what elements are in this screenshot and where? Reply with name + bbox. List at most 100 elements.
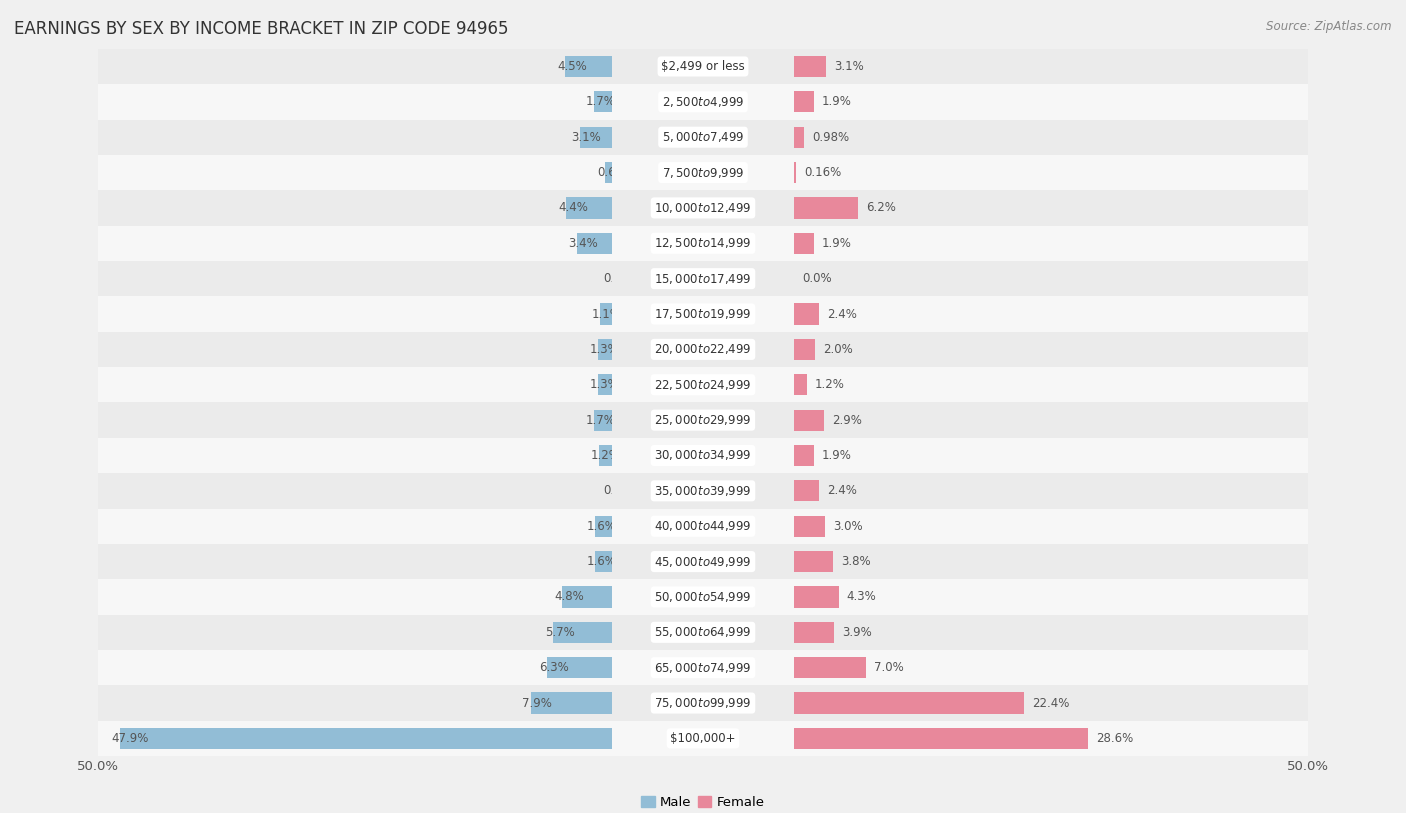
Bar bbox=[0, 544, 1406, 579]
Bar bbox=[0, 155, 1406, 190]
Text: 1.3%: 1.3% bbox=[591, 343, 620, 356]
Bar bbox=[0, 332, 1406, 367]
Text: $30,000 to $34,999: $30,000 to $34,999 bbox=[654, 449, 752, 463]
Text: 3.1%: 3.1% bbox=[572, 131, 602, 144]
Text: 1.1%: 1.1% bbox=[592, 307, 621, 320]
Bar bbox=[0, 49, 1406, 84]
Bar bbox=[0, 615, 1406, 650]
Text: 4.8%: 4.8% bbox=[554, 590, 583, 603]
Text: 6.3%: 6.3% bbox=[538, 661, 568, 674]
Text: $12,500 to $14,999: $12,500 to $14,999 bbox=[654, 237, 752, 250]
Text: EARNINGS BY SEX BY INCOME BRACKET IN ZIP CODE 94965: EARNINGS BY SEX BY INCOME BRACKET IN ZIP… bbox=[14, 20, 509, 38]
Bar bbox=[595, 91, 612, 112]
Bar bbox=[0, 544, 1406, 579]
Bar bbox=[0, 190, 1406, 226]
Bar bbox=[0, 685, 1406, 721]
Bar bbox=[0, 579, 1406, 615]
Bar bbox=[595, 551, 612, 572]
Bar bbox=[794, 480, 820, 502]
Bar bbox=[605, 162, 612, 183]
Bar bbox=[0, 332, 1406, 367]
Text: $35,000 to $39,999: $35,000 to $39,999 bbox=[654, 484, 752, 498]
Bar bbox=[0, 720, 1406, 756]
Text: 4.4%: 4.4% bbox=[558, 202, 588, 215]
Bar bbox=[0, 84, 1406, 120]
Bar bbox=[0, 402, 1406, 437]
Bar bbox=[567, 198, 612, 219]
Bar bbox=[0, 650, 1406, 685]
Text: 0.0%: 0.0% bbox=[603, 272, 633, 285]
Text: 0.16%: 0.16% bbox=[804, 166, 842, 179]
Text: 1.2%: 1.2% bbox=[591, 449, 621, 462]
Bar bbox=[0, 226, 1406, 261]
Bar bbox=[0, 84, 1406, 120]
Text: 1.2%: 1.2% bbox=[815, 378, 845, 391]
Text: 3.4%: 3.4% bbox=[568, 237, 598, 250]
Text: 6.2%: 6.2% bbox=[866, 202, 896, 215]
Bar bbox=[599, 374, 612, 395]
Text: 28.6%: 28.6% bbox=[1097, 732, 1133, 745]
Text: 0.98%: 0.98% bbox=[813, 131, 849, 144]
Text: $55,000 to $64,999: $55,000 to $64,999 bbox=[654, 625, 752, 639]
Bar bbox=[0, 367, 1406, 402]
Bar bbox=[0, 261, 1406, 297]
Bar bbox=[0, 579, 1406, 615]
Bar bbox=[599, 339, 612, 360]
Bar bbox=[595, 410, 612, 431]
Bar bbox=[0, 332, 1406, 367]
Bar bbox=[0, 155, 1406, 190]
Bar bbox=[0, 367, 1406, 402]
Bar bbox=[599, 445, 612, 466]
Bar bbox=[0, 437, 1406, 473]
Bar bbox=[0, 84, 1406, 120]
Bar bbox=[794, 198, 858, 219]
Text: $22,500 to $24,999: $22,500 to $24,999 bbox=[654, 378, 752, 392]
Bar bbox=[0, 190, 1406, 226]
Text: $17,500 to $19,999: $17,500 to $19,999 bbox=[654, 307, 752, 321]
Text: 4.3%: 4.3% bbox=[846, 590, 876, 603]
Bar bbox=[0, 720, 1406, 756]
Bar bbox=[565, 56, 612, 77]
Text: 2.4%: 2.4% bbox=[827, 485, 858, 498]
Text: 3.8%: 3.8% bbox=[842, 555, 872, 568]
Text: 47.9%: 47.9% bbox=[111, 732, 149, 745]
Text: 7.0%: 7.0% bbox=[875, 661, 904, 674]
Bar bbox=[0, 473, 1406, 509]
Bar bbox=[547, 657, 612, 678]
Bar bbox=[0, 402, 1406, 437]
Bar bbox=[794, 56, 827, 77]
Text: $7,500 to $9,999: $7,500 to $9,999 bbox=[662, 166, 744, 180]
Bar bbox=[0, 297, 1406, 332]
Text: 0.62%: 0.62% bbox=[598, 166, 634, 179]
Bar bbox=[0, 49, 1406, 84]
Text: $5,000 to $7,499: $5,000 to $7,499 bbox=[662, 130, 744, 144]
Text: 0.0%: 0.0% bbox=[603, 485, 633, 498]
Text: 1.9%: 1.9% bbox=[823, 449, 852, 462]
Bar bbox=[0, 261, 1406, 297]
Bar bbox=[0, 297, 1406, 332]
Text: $20,000 to $22,499: $20,000 to $22,499 bbox=[654, 342, 752, 356]
Bar bbox=[0, 650, 1406, 685]
Text: 22.4%: 22.4% bbox=[1032, 697, 1070, 710]
Bar bbox=[0, 49, 1406, 84]
Legend: Male, Female: Male, Female bbox=[636, 791, 770, 813]
Bar bbox=[794, 127, 804, 148]
Bar bbox=[794, 91, 814, 112]
Text: 2.0%: 2.0% bbox=[823, 343, 853, 356]
Text: $100,000+: $100,000+ bbox=[671, 732, 735, 745]
Text: 3.9%: 3.9% bbox=[842, 626, 872, 639]
Bar bbox=[562, 586, 612, 607]
Text: $2,499 or less: $2,499 or less bbox=[661, 60, 745, 73]
Bar bbox=[0, 473, 1406, 509]
Text: $75,000 to $99,999: $75,000 to $99,999 bbox=[654, 696, 752, 710]
Bar bbox=[0, 720, 1406, 756]
Bar bbox=[553, 622, 612, 643]
Bar bbox=[794, 339, 815, 360]
Text: Source: ZipAtlas.com: Source: ZipAtlas.com bbox=[1267, 20, 1392, 33]
Bar bbox=[0, 579, 1406, 615]
Text: 2.9%: 2.9% bbox=[832, 414, 862, 427]
Text: $40,000 to $44,999: $40,000 to $44,999 bbox=[654, 520, 752, 533]
Bar bbox=[0, 297, 1406, 332]
Text: 1.7%: 1.7% bbox=[586, 95, 616, 108]
Bar bbox=[0, 437, 1406, 473]
